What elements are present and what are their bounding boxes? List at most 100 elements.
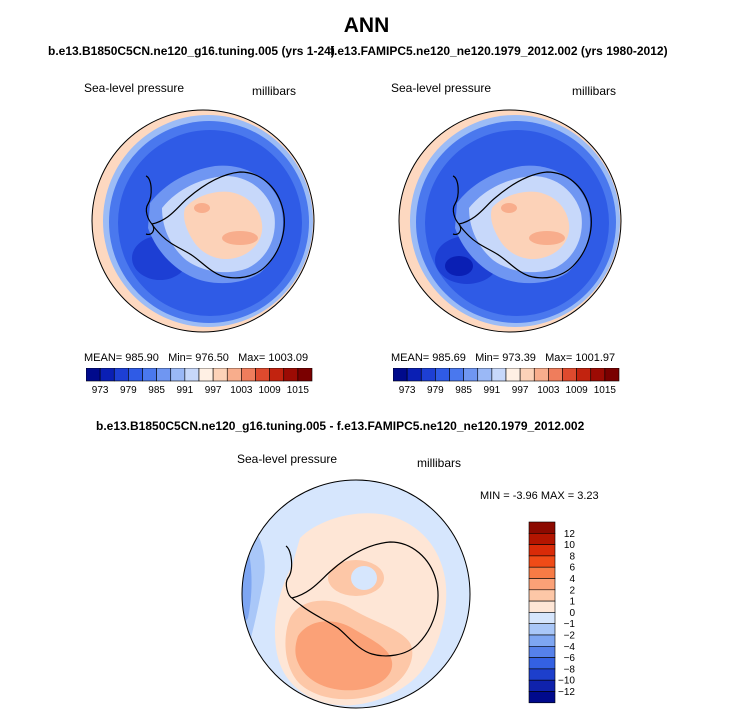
panel2-min: Min= 973.39 [475,352,536,364]
diff-colorbar-swatch-4 [528,566,556,579]
diff-colorbar-tick-label-11: −6 [564,653,576,664]
panel1-colorbar-tick-label-6: 1009 [259,385,282,396]
diff-colorbar-tick-label-4: 4 [569,574,575,585]
diff-colorbar-tick-label-9: −2 [564,631,576,642]
panel2-colorbar-swatch-4 [449,368,464,382]
panel1-colorbar-swatch-12 [255,368,270,382]
diff-colorbar-tick-label-6: 1 [569,597,575,608]
panel1-colorbar-swatch-13 [269,368,285,382]
panel1-case-title: b.e13.B1850C5CN.ne120_g16.tuning.005 (yr… [48,44,335,58]
diff-colorbar-tick-label-12: −8 [564,664,576,675]
panel1-map-border [91,109,315,333]
panel1-colorbar-swatch-3 [128,368,143,382]
panel1-high-core [222,231,258,245]
panel2-map-border [398,109,622,333]
panel2-colorbar-tick-label-0: 973 [399,385,416,396]
diff-colorbar-tick-label-2: 8 [569,551,575,562]
panel2-colorbar-tick-label-1: 979 [427,385,444,396]
diff-colorbar-tick-label-14: −12 [558,687,575,698]
panel2-units-label: millibars [572,84,617,98]
diff-pos-core [295,621,393,691]
panel2-colorbar-swatch-7 [491,368,507,382]
panel1-colorbar-tick-label-2: 985 [148,385,165,396]
panel2-colorbar-tick-label-2: 985 [455,385,472,396]
panel1-colorbar-swatch-9 [212,368,228,382]
diff-colorbar-tick-label-10: −4 [564,642,576,653]
panel1-colorbar-swatch-15 [297,368,313,382]
diff-colorbar-tick-label-8: −1 [564,619,576,630]
diff-variable-label: Sea-level pressure [237,452,338,466]
diff-colorbar-tick-label-3: 6 [569,563,575,574]
panel2-max: Max= 1001.97 [545,352,616,364]
panel2-colorbar-swatch-11 [548,368,563,382]
panel2-stats: MEAN= 985.69 Min= 973.39 Max= 1001.97 [391,352,615,364]
diff-coastline [290,541,439,657]
panel2-peninsula-coast [452,175,462,235]
panel1-colorbar-swatch-11 [241,368,256,382]
diff-colorbar-swatch-10 [528,634,556,647]
diff-stats: MIN = -3.96 MAX = 3.23 [480,490,599,502]
diff-colorbar-swatch-9 [528,623,556,636]
panel2-colorbar: 973 979 985 991 997 1003 1009 1015 [393,368,620,396]
diff-colorbar-tick-label-0: 12 [564,529,576,540]
diff-units-label: millibars [417,456,462,470]
panel1-colorbar-tick-label-5: 1003 [230,385,253,396]
panel1-colorbar-swatch-4 [142,368,157,382]
diff-colorbar-swatch-11 [528,646,556,658]
panel2-colorbar-swatch-14 [590,368,606,382]
diff-colorbar-swatch-6 [528,589,556,602]
panel2-case-title: f.e13.FAMIPC5.ne120_ne120.1979_2012.002 … [330,44,668,58]
panel1-colorbar-swatch-8 [198,368,214,382]
panel1-units-label: millibars [252,84,297,98]
panel1-polar-map [91,109,315,333]
panel2-colorbar-swatch-3 [435,368,450,382]
panel2-colorbar-swatch-6 [477,368,493,382]
panel2-colorbar-tick-label-3: 991 [484,385,501,396]
diff-colorbar-swatch-15 [528,691,556,704]
panel1-peninsula-coast [145,175,155,235]
panel1-min: Min= 976.50 [168,352,229,364]
panel1-colorbar-swatch-5 [156,368,172,382]
diff-colorbar-swatch-12 [528,657,556,670]
panel2-mean: MEAN= 985.69 [391,352,466,364]
diff-colorbar-swatch-5 [528,578,556,591]
panel2-colorbar-swatch-9 [519,368,535,382]
panel1-colorbar-swatch-6 [170,368,186,382]
diff-peninsula-coast [285,545,293,599]
panel1-stats: MEAN= 985.90 Min= 976.50 Max= 1003.09 [84,352,308,364]
panel2-colorbar-swatch-1 [406,368,422,382]
panel2-colorbar-tick-label-5: 1003 [537,385,560,396]
diff-map-border [241,479,471,709]
diff-neg-center [351,566,377,590]
panel1-colorbar-swatch-2 [113,368,129,382]
panel2-colorbar-tick-label-7: 1015 [594,385,617,396]
panel1-colorbar-tick-label-1: 979 [120,385,137,396]
diff-colorbar-tick-label-7: 0 [569,608,575,619]
diff-colorbar-swatch-1 [528,532,556,545]
panel2-colorbar-tick-label-4: 997 [512,385,529,396]
panel2-colorbar-swatch-15 [604,368,620,382]
diff-colorbar-swatch-14 [528,679,556,692]
panel1-variable-label: Sea-level pressure [84,81,185,95]
panel2-colorbar-swatch-12 [562,368,577,382]
panel1-max: Max= 1003.09 [238,352,309,364]
panel1-colorbar-swatch-14 [283,368,299,382]
panel1-colorbar-tick-label-3: 991 [177,385,194,396]
panel2-coastline [458,171,592,279]
diff-colorbar-swatch-3 [528,555,556,568]
panel2-colorbar-swatch-5 [463,368,479,382]
panel1-colorbar: 973 979 985 991 997 1003 1009 1015 [86,368,313,396]
panel1-colorbar-tick-label-7: 1015 [287,385,310,396]
panel1-coastline [151,171,285,279]
panel2-low-core-deep [445,256,473,276]
panel1-colorbar-swatch-0 [86,368,101,382]
diff-colorbar-swatch-13 [528,668,556,681]
panel2-colorbar-swatch-10 [533,368,549,382]
diff-colorbar-tick-label-5: 2 [569,585,575,596]
diff-polar-map [241,479,471,709]
diff-colorbar-tick-label-1: 10 [564,540,576,551]
figure-title: ANN [343,14,390,37]
panel2-variable-label: Sea-level pressure [391,81,492,95]
panel2-colorbar-tick-label-6: 1009 [566,385,589,396]
